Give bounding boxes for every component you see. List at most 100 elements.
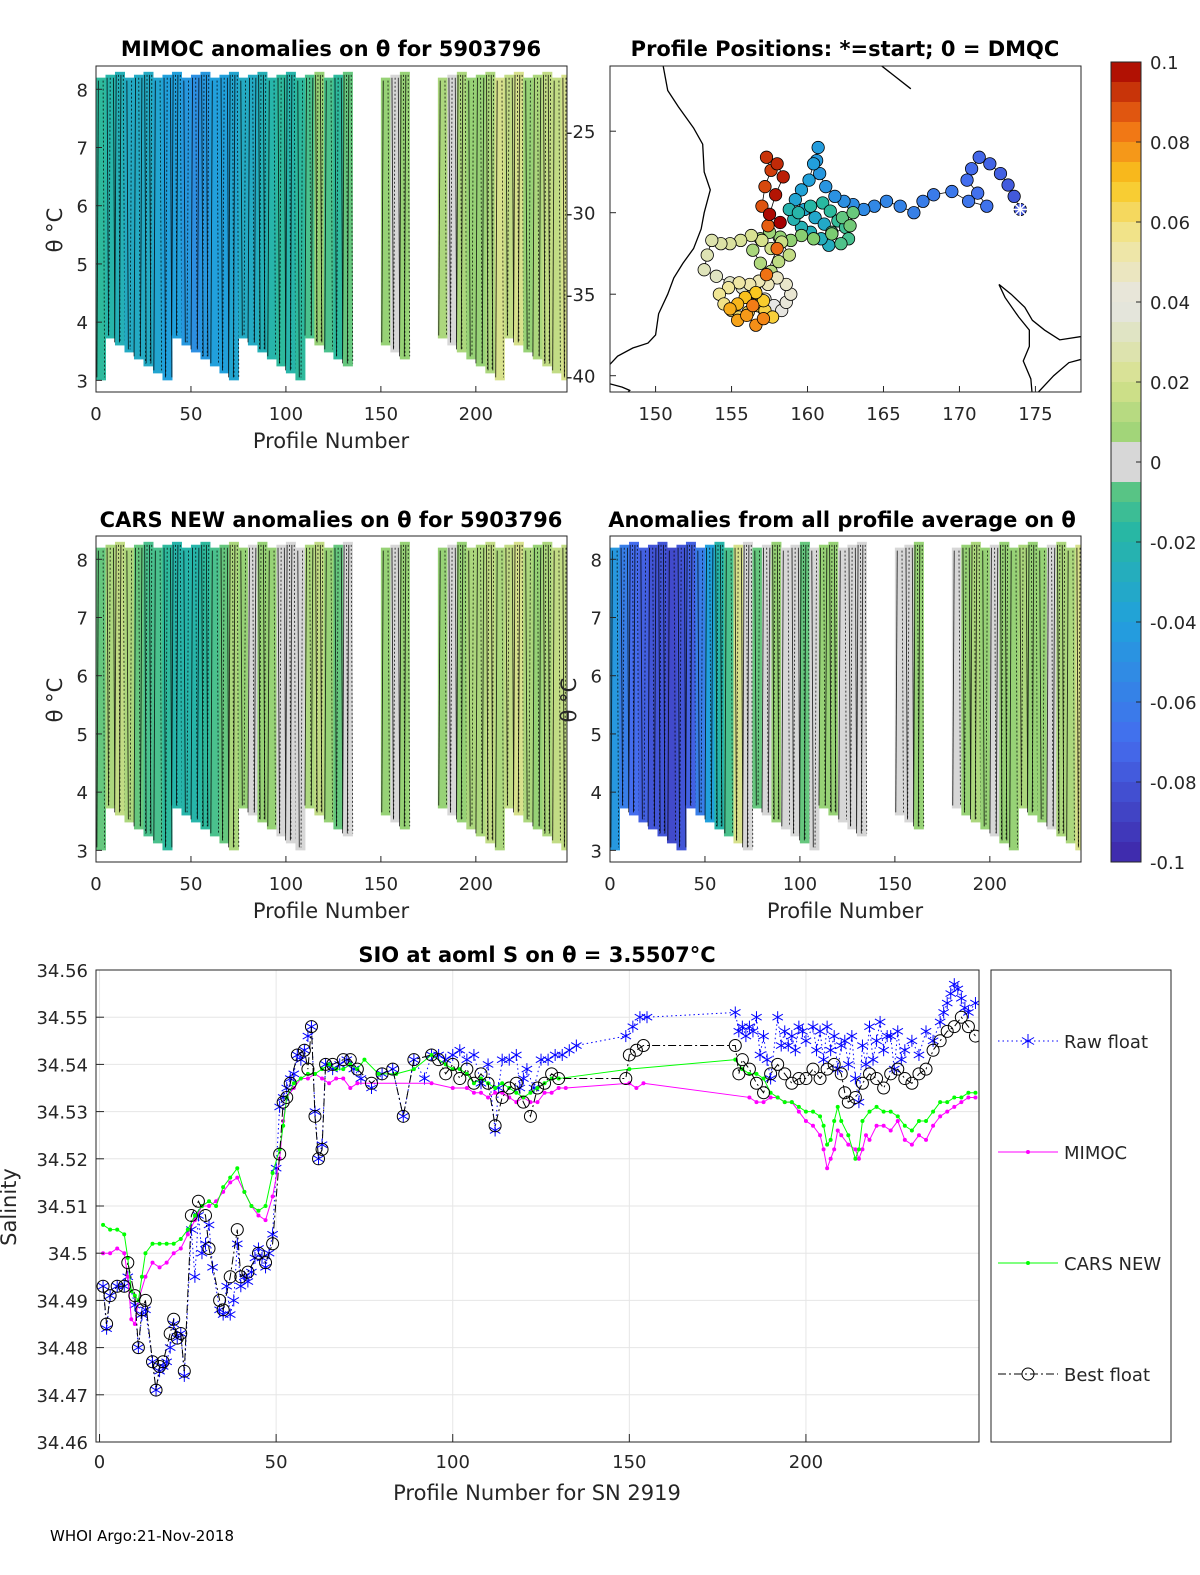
best-float-point: [728, 1039, 742, 1053]
contour-line: [324, 80, 327, 350]
raw-float-point: [535, 1053, 547, 1066]
heat-column: [380, 547, 391, 816]
heat-column: [152, 77, 163, 374]
start-star-marker: [1013, 202, 1028, 217]
profile-position-marker: [700, 248, 714, 262]
best-float-point: [315, 1142, 329, 1156]
raw-float-point: [150, 1384, 162, 1397]
series-point-cars-new: [828, 1137, 833, 1142]
profile-position-marker: [879, 194, 894, 208]
series-point-mimoc: [171, 1251, 176, 1256]
colorbar-segment: [1111, 302, 1141, 323]
contour-line: [316, 74, 319, 343]
best-float-point: [336, 1053, 350, 1067]
y-tick-label: 6: [77, 197, 88, 218]
best-float-point: [732, 1067, 746, 1081]
series-point-mimoc: [867, 1137, 872, 1142]
contour-line: [253, 77, 257, 343]
x-tick-label: 200: [459, 874, 493, 895]
series-point-mimoc: [881, 1123, 886, 1128]
y-tick-label: 34.52: [36, 1150, 88, 1171]
star-stroke: [433, 1051, 445, 1059]
series-point-cars-new: [514, 1090, 519, 1095]
legend-marker: [1026, 1261, 1030, 1265]
star-stroke: [253, 1245, 264, 1252]
best-float-point: [622, 1048, 636, 1062]
star-stroke: [789, 1046, 801, 1054]
star-stroke: [754, 1051, 766, 1059]
contour-line: [399, 544, 402, 827]
star-stroke: [563, 1046, 575, 1054]
star-stroke: [758, 1032, 769, 1040]
star-stroke: [489, 1127, 501, 1134]
contour-line: [1052, 547, 1056, 827]
profile-position-marker: [740, 308, 754, 322]
series-point-cars-new: [874, 1104, 879, 1109]
series-point-mimoc: [818, 1133, 823, 1138]
contour-line: [342, 544, 345, 834]
contour-line: [803, 544, 807, 841]
colorbar-tick-label: 0: [1150, 453, 1161, 474]
x-tick-label: 160: [790, 404, 824, 425]
average-x-label: Profile Number: [767, 899, 924, 923]
contour-line: [1066, 550, 1069, 841]
heat-column: [1075, 544, 1081, 851]
contour-line: [263, 74, 267, 350]
contour-line: [293, 544, 297, 841]
series-point-mimoc: [966, 1095, 971, 1100]
profile-position-marker: [791, 206, 806, 220]
contour-line: [106, 547, 110, 806]
best-float-point: [446, 1057, 460, 1071]
contour-line: [517, 74, 521, 343]
best-float-point: [439, 1067, 453, 1081]
best-float-point: [453, 1072, 467, 1086]
heat-column: [504, 74, 515, 339]
heat-column: [466, 77, 477, 360]
profile-position-marker: [705, 233, 719, 248]
heat-column: [96, 547, 106, 851]
raw-float-point: [542, 1053, 554, 1066]
contour-line: [610, 550, 613, 848]
heat-column: [523, 547, 534, 823]
mimoc-panel-title: MIMOC anomalies on θ for 5903796: [121, 37, 541, 61]
raw-float-point: [899, 1044, 911, 1057]
colorbar-tick-label: -0.06: [1150, 693, 1197, 714]
heat-column: [1008, 547, 1019, 851]
best-float-point: [757, 1086, 771, 1100]
best-float-point: [523, 1109, 537, 1123]
contour-line: [133, 77, 137, 357]
star-stroke: [627, 1023, 639, 1031]
star-stroke: [196, 1249, 208, 1257]
heat-column: [1085, 542, 1095, 809]
contour-line: [628, 544, 631, 813]
heat-column: [437, 77, 448, 339]
best-float-point: [234, 1270, 248, 1284]
contour-line: [562, 77, 565, 378]
contour-line: [616, 550, 620, 848]
star-stroke: [101, 1325, 113, 1333]
raw-float-point: [885, 1030, 897, 1043]
raw-float-point: [754, 1048, 766, 1061]
best-float-point: [259, 1256, 273, 1270]
star-stroke: [874, 1018, 886, 1026]
best-float-point: [128, 1289, 142, 1303]
contour-line: [118, 74, 122, 343]
x-tick-label: 170: [942, 404, 976, 425]
profile-position-marker: [723, 302, 737, 316]
x-tick-label: 150: [364, 874, 398, 895]
contour-line: [548, 74, 552, 364]
heat-column: [532, 544, 543, 830]
contour-line: [513, 74, 516, 343]
heat-column: [295, 547, 306, 851]
contour-line: [491, 74, 495, 371]
series-point-mimoc: [856, 1156, 861, 1161]
raw-float-point: [856, 1039, 868, 1052]
contour-line: [647, 547, 651, 827]
star-stroke: [856, 1042, 868, 1049]
heat-column: [200, 541, 211, 830]
best-float-point: [919, 1062, 933, 1076]
heat-column: [238, 77, 249, 339]
colorbar-segment: [1111, 582, 1141, 603]
contour-line: [823, 547, 826, 806]
contour-line: [145, 74, 148, 364]
